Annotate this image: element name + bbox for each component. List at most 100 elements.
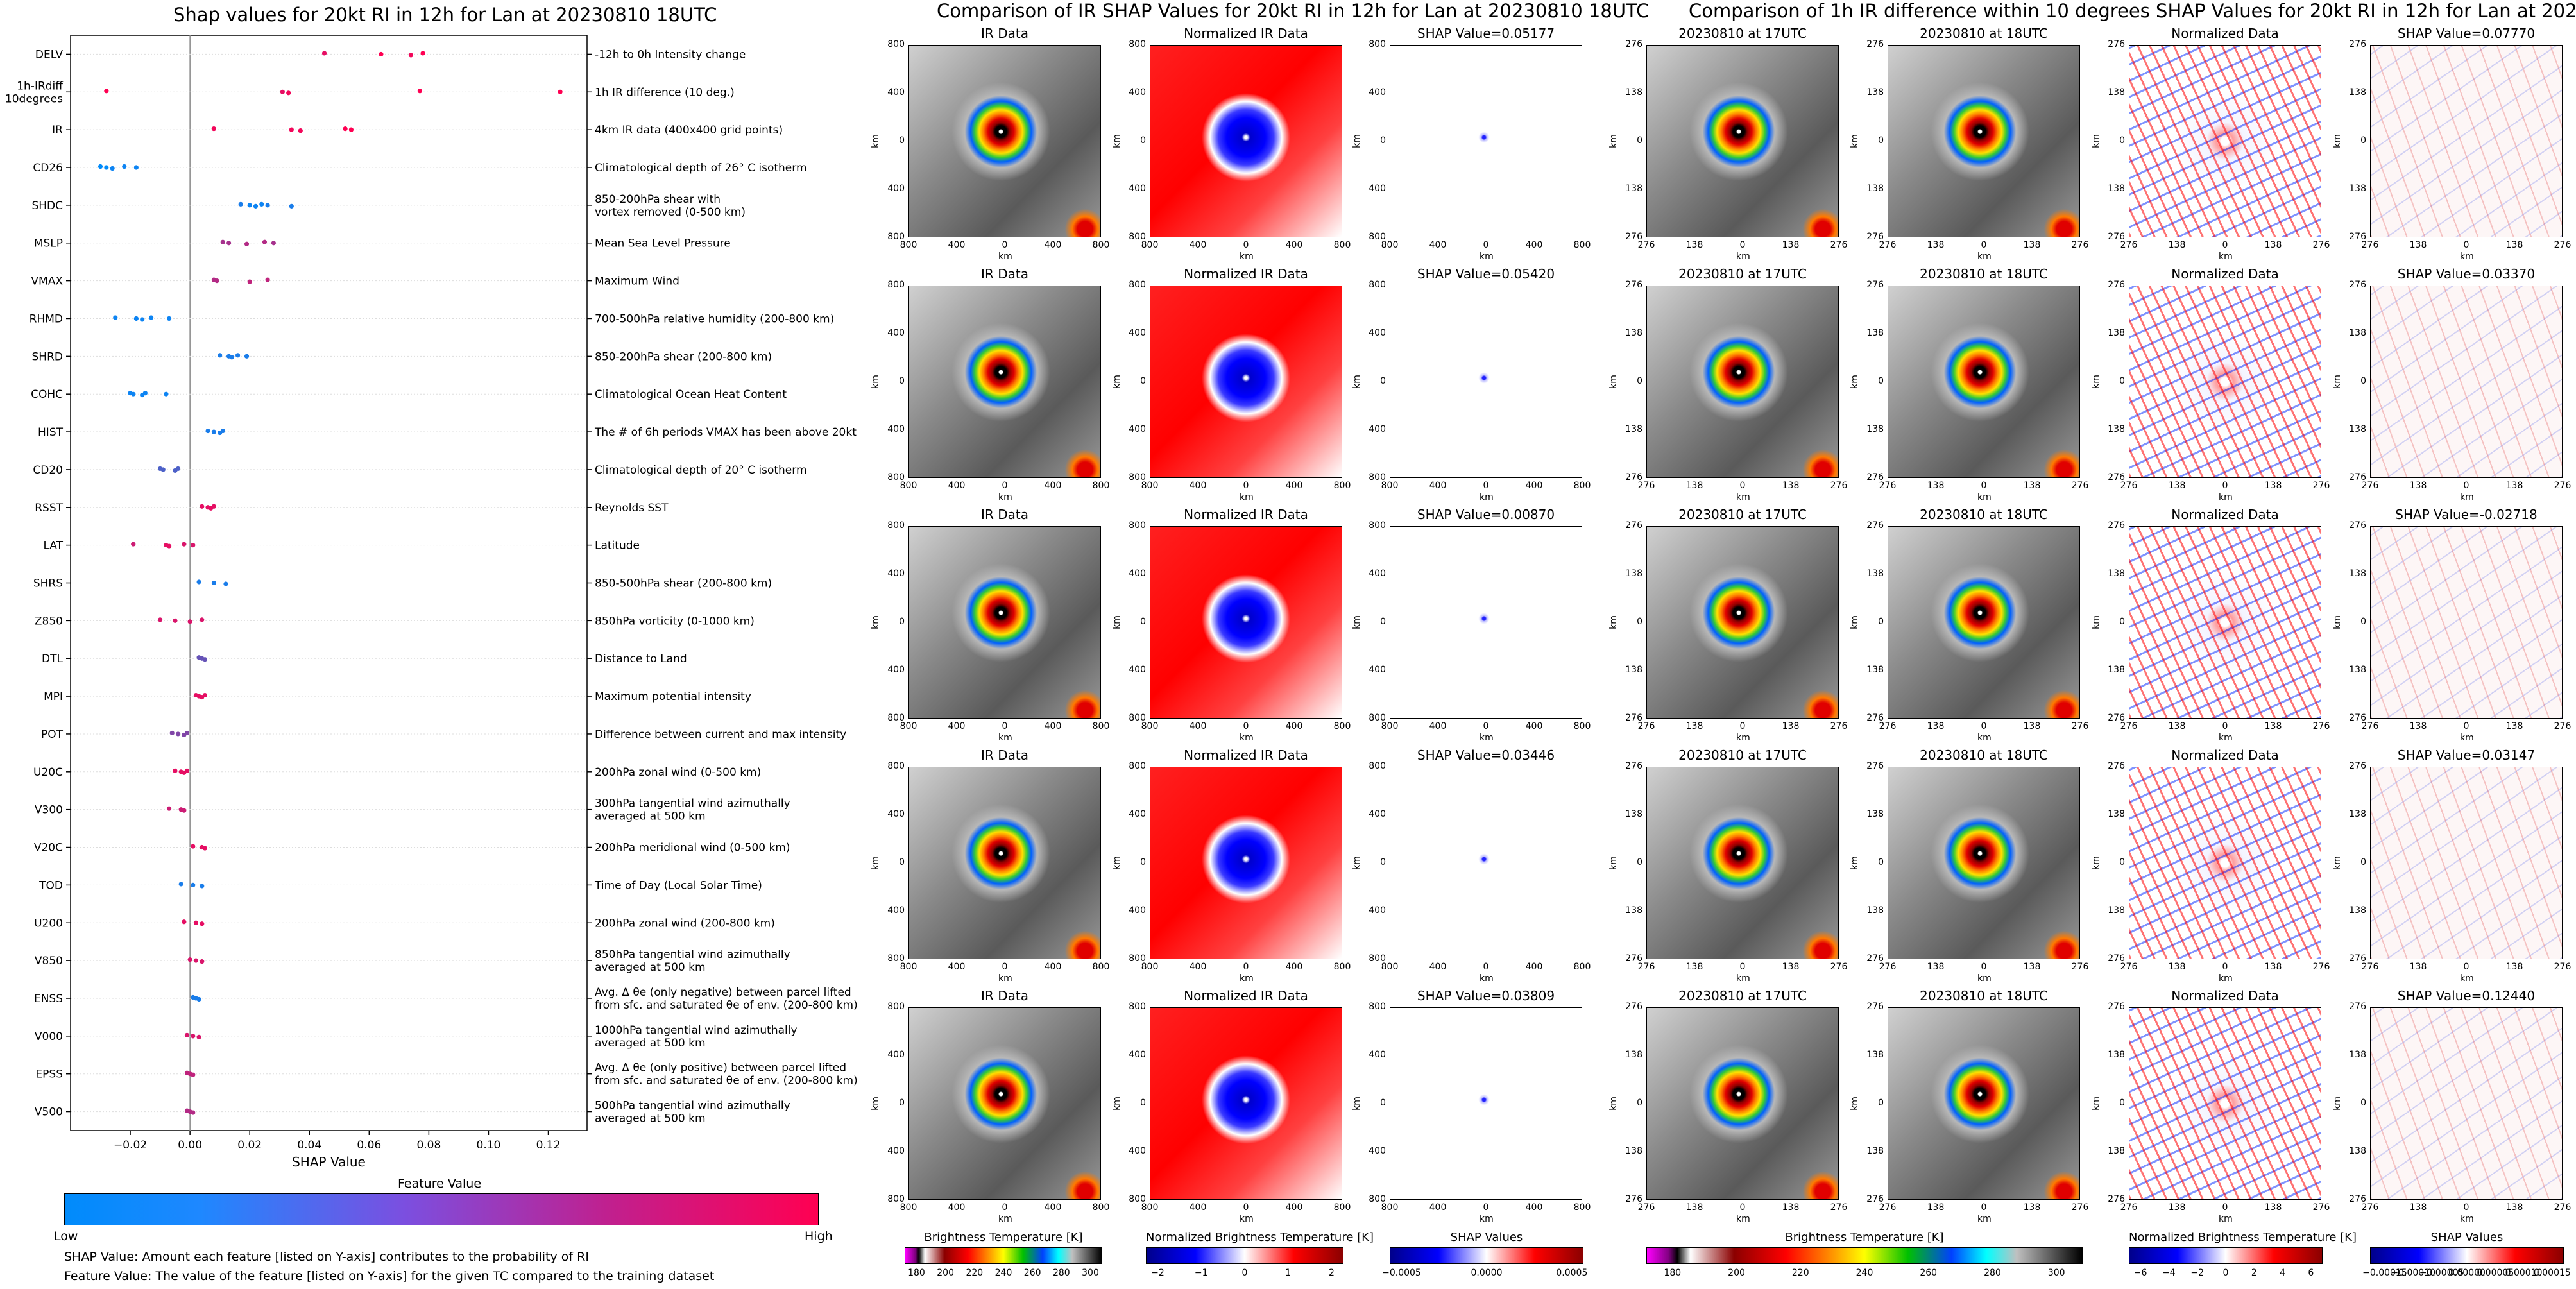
x-tick-label: 138 [1927, 1202, 1945, 1213]
x-tick-label: 276 [2071, 721, 2089, 731]
shap-point [166, 543, 172, 549]
y-tick-label: 0 [899, 135, 905, 146]
panel-title: SHAP Value=-0.02718 [2395, 507, 2538, 522]
y-tick-label: 138 [1866, 1050, 1884, 1060]
y-axis-unit: km [1351, 134, 1362, 148]
y-tick-label: 138 [1625, 665, 1642, 675]
shap-point [244, 354, 250, 359]
shap-point [175, 731, 181, 737]
x-tick-label: 138 [2168, 962, 2186, 972]
x-tick-label: 400 [1189, 962, 1207, 972]
feature-description: Distance to Land [595, 653, 687, 665]
x-tick-label: 400 [1429, 1202, 1447, 1213]
shap-point [131, 542, 136, 547]
shap-point [238, 201, 243, 207]
shap-point [196, 996, 201, 1002]
y-axis-unit: km [1608, 615, 1619, 629]
x-axis-unit: km [1240, 252, 1254, 262]
x-tick-label: 138 [1927, 481, 1945, 491]
y-axis-unit: km [1849, 134, 1860, 148]
feature-name: CD26 [33, 162, 63, 175]
panel-title: IR Data [981, 988, 1028, 1003]
shap-point [211, 580, 216, 586]
x-tick-label: 0 [1002, 962, 1008, 972]
feature-name: SHRD [32, 350, 63, 363]
y-tick-label: 400 [1129, 905, 1146, 916]
shap-point [196, 1034, 201, 1039]
y-axis-unit: km [1351, 856, 1362, 870]
image-panel [1150, 286, 1342, 478]
x-tick-label: 400 [1525, 721, 1543, 731]
shap-point [140, 317, 145, 322]
x-tick-label: 138 [1782, 481, 1800, 491]
feature-description: 850hPa vorticity (0-1000 km) [595, 615, 755, 627]
x-tick-label: 0 [1483, 962, 1489, 972]
y-tick-label: 400 [1369, 424, 1386, 434]
panel-title: Normalized Data [2171, 988, 2279, 1003]
x-tick-label: 138 [2409, 962, 2427, 972]
panel-title: 20230810 at 17UTC [1678, 988, 1807, 1003]
y-axis-unit: km [870, 134, 881, 148]
x-tick-label: 800 [900, 481, 917, 491]
x-tick-label: 276 [2312, 962, 2330, 972]
y-tick-label: 276 [1866, 39, 1884, 49]
y-tick-label: 0 [899, 617, 905, 627]
x-tick-label: 276 [1879, 1202, 1897, 1213]
x-tick-label: 400 [1189, 481, 1207, 491]
shap-point [200, 504, 205, 509]
panel-title: IR Data [981, 26, 1028, 41]
x-tick-label: 800 [1092, 721, 1110, 731]
panel-title: 20230810 at 17UTC [1678, 507, 1807, 522]
x-tick-label: 276 [1637, 481, 1655, 491]
x-tick-label: 800 [1092, 1202, 1110, 1213]
x-tick-label: 276 [2554, 481, 2572, 491]
shap-point [98, 164, 103, 169]
colorbar-tick: −2 [1151, 1268, 1164, 1278]
x-tick-label: 800 [1141, 240, 1159, 250]
image-panel [1888, 1007, 2080, 1200]
x-tick-label: 800 [1381, 962, 1399, 972]
y-tick-label: 138 [1625, 809, 1642, 819]
x-axis-unit: km [1240, 1214, 1254, 1224]
y-tick-label: 138 [2108, 424, 2125, 434]
x-tick-label: 0 [1981, 962, 1987, 972]
image-panel [2370, 1007, 2563, 1200]
shap-point [220, 428, 225, 434]
feature-description: from sfc. and saturated θe of env. (200-… [595, 999, 858, 1012]
x-tick-label: 0 [1243, 240, 1249, 250]
feature-name: RSST [35, 502, 63, 515]
colorbar [1646, 1247, 2083, 1264]
y-tick-label: 276 [2108, 472, 2125, 482]
x-axis-unit: km [1977, 733, 1992, 743]
feature-description: averaged at 500 km [595, 810, 706, 823]
feature-name: SHRS [33, 577, 63, 590]
y-tick-label: 800 [1369, 1002, 1386, 1012]
feature-description: Avg. Δ θe (only negative) between parcel… [595, 986, 851, 999]
shap-point [298, 128, 303, 133]
y-tick-label: 138 [2349, 905, 2366, 916]
x-tick-label: 276 [1830, 240, 1848, 250]
y-tick-label: 800 [1129, 953, 1146, 964]
feature-description: from sfc. and saturated θe of env. (200-… [595, 1075, 858, 1088]
y-tick-label: 276 [1866, 1194, 1884, 1204]
x-tick-label: 138 [2264, 721, 2282, 731]
x-tick-label: 0 [2222, 962, 2228, 972]
y-tick-label: 0 [2119, 376, 2125, 386]
x-tick-label: 0 [1981, 1202, 1987, 1213]
shap-point [247, 279, 252, 284]
y-tick-label: 0 [2119, 617, 2125, 627]
image-panel [908, 45, 1101, 237]
image-panel [2370, 767, 2563, 959]
x-tick-label: 0 [2222, 240, 2228, 250]
y-tick-label: 276 [1866, 280, 1884, 290]
y-tick-label: 138 [2349, 184, 2366, 194]
y-tick-label: 0 [2360, 135, 2366, 146]
shap-point [321, 51, 327, 56]
shap-point [166, 316, 172, 321]
y-tick-label: 800 [1369, 520, 1386, 531]
y-tick-label: 400 [1369, 665, 1386, 675]
y-tick-label: 400 [1369, 905, 1386, 916]
colorbar-tick: 0.0005 [1556, 1268, 1588, 1278]
feature-description: Difference between current and max inten… [595, 728, 846, 741]
x-axis-unit: km [1480, 252, 1494, 262]
